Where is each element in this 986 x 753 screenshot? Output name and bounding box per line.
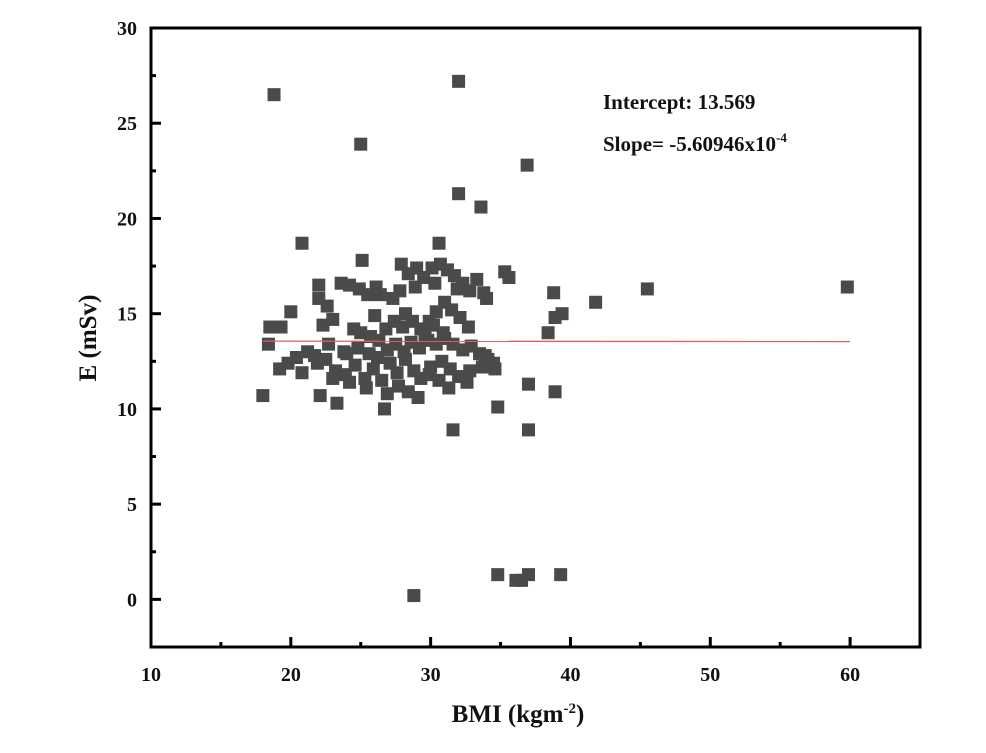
data-point	[322, 338, 335, 351]
data-point	[521, 159, 534, 172]
data-point	[428, 277, 441, 290]
data-point	[433, 237, 446, 250]
data-point	[463, 364, 476, 377]
x-tick-label: 40	[560, 664, 580, 686]
data-point	[522, 378, 535, 391]
data-point	[491, 568, 504, 581]
x-tick-label: 20	[281, 664, 301, 686]
data-point	[284, 305, 297, 318]
data-point	[641, 282, 654, 295]
data-point	[470, 273, 483, 286]
data-point	[378, 402, 391, 415]
y-tick-labels: 0 5 10 15 20 25 30	[117, 18, 137, 611]
data-point	[256, 389, 269, 402]
x-axis-label: BMI (kgm-2)	[452, 701, 585, 728]
data-point	[349, 359, 362, 372]
axis-ticks	[151, 28, 850, 647]
data-point	[451, 282, 464, 295]
data-point	[841, 281, 854, 294]
data-point	[351, 341, 364, 354]
data-point	[290, 351, 303, 364]
data-point	[296, 366, 309, 379]
x-tick-labels: 10 20 30 40 50 60	[141, 664, 860, 686]
data-point	[433, 374, 446, 387]
data-point	[447, 423, 460, 436]
data-point	[262, 338, 275, 351]
data-point	[356, 254, 369, 267]
data-point	[379, 322, 392, 335]
data-point	[354, 138, 367, 151]
data-point	[374, 288, 387, 301]
data-point	[502, 271, 515, 284]
data-point	[268, 88, 281, 101]
intercept-annotation: Intercept: 13.569	[603, 90, 755, 114]
data-point	[263, 321, 276, 334]
data-point	[549, 311, 562, 324]
data-point	[589, 296, 602, 309]
data-point	[452, 187, 465, 200]
y-tick-label: 10	[117, 399, 137, 421]
data-point	[476, 361, 489, 374]
data-point	[340, 347, 353, 360]
data-point	[410, 261, 423, 274]
data-point	[343, 376, 356, 389]
data-point	[319, 353, 332, 366]
x-tick-label: 30	[421, 664, 441, 686]
x-tick-label: 10	[141, 664, 161, 686]
data-point	[308, 349, 321, 362]
x-tick-label: 60	[840, 664, 860, 686]
plot-frame	[151, 28, 920, 647]
data-point	[381, 387, 394, 400]
slope-annotation: Slope= -5.60946x10-4	[603, 130, 787, 156]
data-point	[554, 568, 567, 581]
data-point	[367, 362, 380, 375]
data-point	[296, 237, 309, 250]
y-tick-label: 25	[117, 113, 137, 135]
y-tick-label: 5	[127, 494, 137, 516]
data-point	[326, 313, 339, 326]
data-point	[522, 568, 535, 581]
data-point	[330, 397, 343, 410]
data-point	[424, 361, 437, 374]
data-point	[375, 374, 388, 387]
data-point	[460, 376, 473, 389]
data-point	[312, 279, 325, 292]
data-point	[547, 286, 560, 299]
data-point	[463, 284, 476, 297]
data-point	[314, 389, 327, 402]
x-tick-label: 50	[700, 664, 720, 686]
data-point	[393, 284, 406, 297]
data-point	[391, 366, 404, 379]
data-point	[407, 589, 420, 602]
data-point	[321, 300, 334, 313]
data-point	[474, 201, 487, 214]
data-point	[326, 372, 339, 385]
y-tick-label: 20	[117, 208, 137, 230]
data-point	[480, 292, 493, 305]
data-point	[542, 326, 555, 339]
data-point	[462, 321, 475, 334]
y-axis-label: E (mSv)	[75, 295, 102, 382]
data-point	[452, 75, 465, 88]
data-point	[275, 321, 288, 334]
data-point	[491, 401, 504, 414]
data-point	[368, 309, 381, 322]
data-point	[360, 381, 373, 394]
y-tick-label: 30	[117, 18, 137, 40]
data-point	[392, 380, 405, 393]
data-point	[522, 423, 535, 436]
y-tick-label: 0	[127, 589, 137, 611]
data-point	[444, 362, 457, 375]
data-point	[549, 385, 562, 398]
data-point	[419, 328, 432, 341]
y-tick-label: 15	[117, 304, 137, 326]
data-point	[487, 357, 500, 370]
